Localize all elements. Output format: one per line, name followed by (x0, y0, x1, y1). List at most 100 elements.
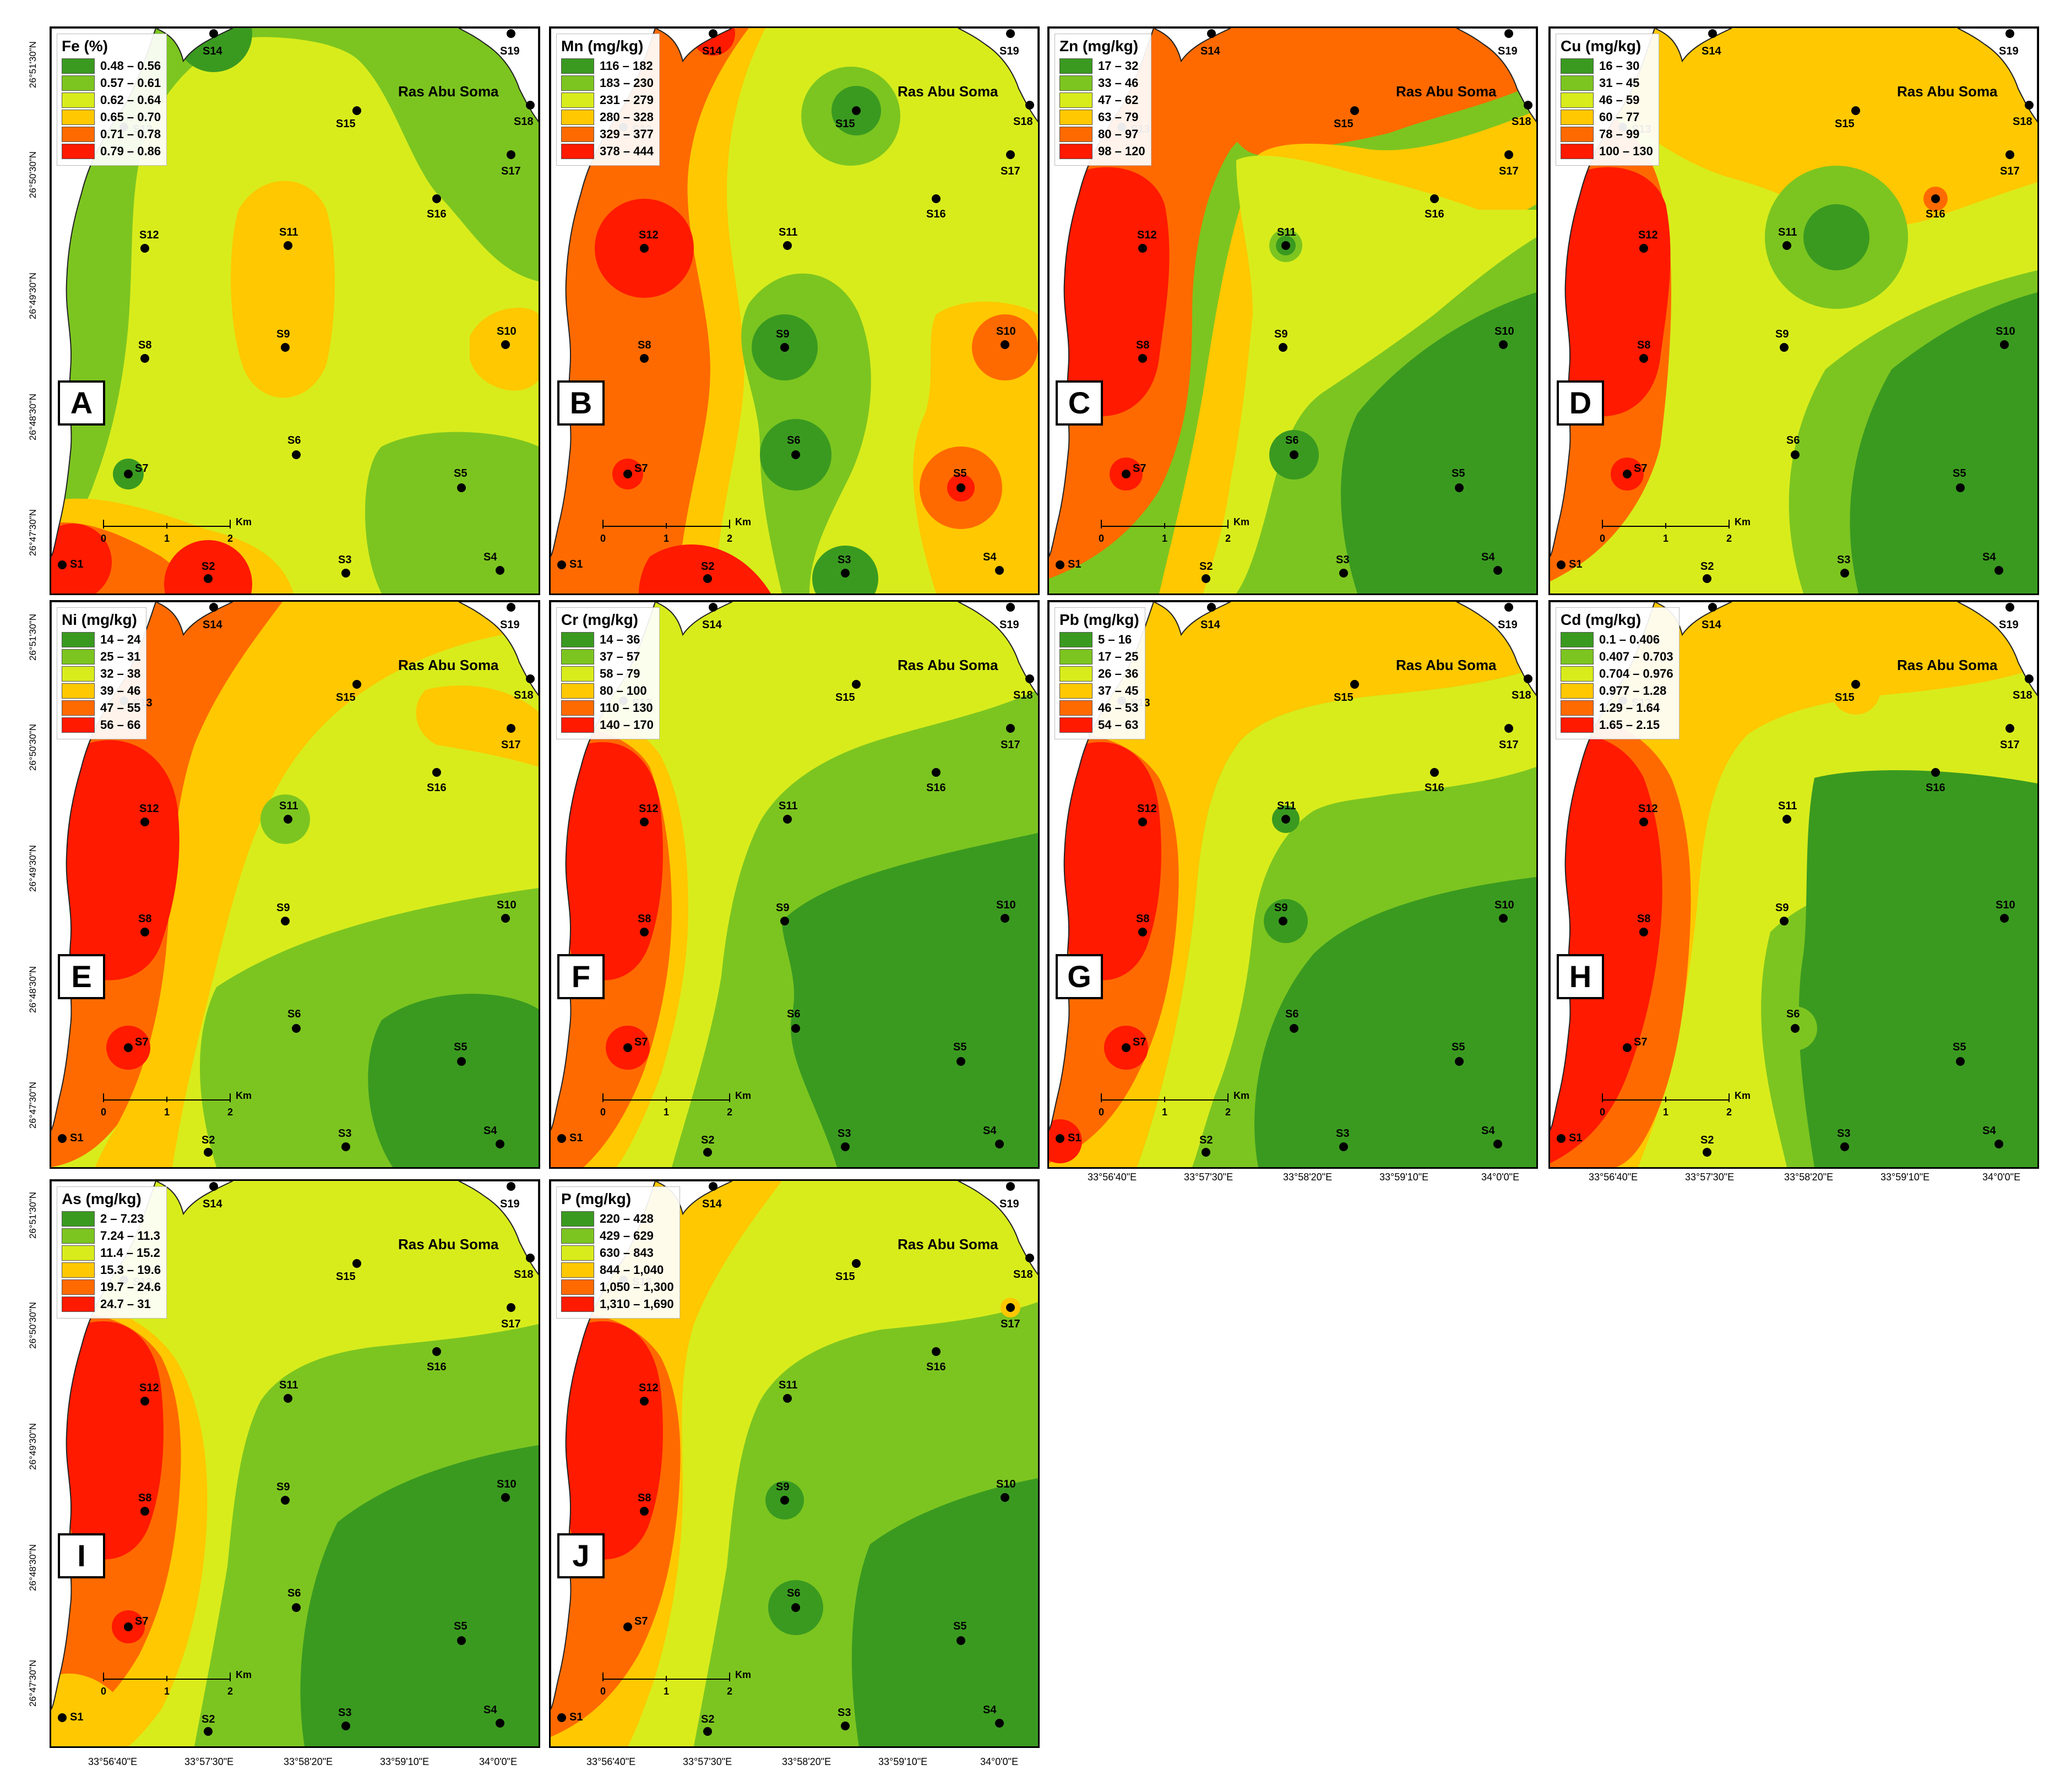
station-marker (623, 1043, 632, 1052)
station-label: S5 (953, 1620, 966, 1632)
station-marker (457, 1636, 466, 1645)
legend-entry: 63 – 79 (1059, 110, 1145, 125)
station-marker (1851, 106, 1860, 115)
legend-title: Fe (%) (62, 37, 108, 55)
station-label: S12 (139, 1382, 159, 1394)
station-marker (1138, 354, 1147, 363)
station-label: S12 (639, 803, 659, 815)
station-marker (640, 354, 649, 363)
station-marker (1350, 680, 1359, 689)
concentration-zone (551, 28, 749, 593)
scale-tick-label: 2 (1225, 1107, 1231, 1118)
station-label: S1 (569, 1711, 583, 1723)
scale-tick-label: 1 (1162, 533, 1167, 544)
panel-letter: G (1056, 954, 1103, 999)
scale-tick-label: 0 (1600, 1107, 1605, 1118)
legend-label: 31 – 45 (1599, 76, 1640, 90)
station-label: S11 (1778, 800, 1797, 812)
scale-unit-label: Km (735, 1090, 751, 1101)
scale-unit-label: Km (236, 516, 252, 527)
legend-label: 5 – 16 (1098, 633, 1132, 646)
scale-unit-label: Km (1233, 1090, 1249, 1101)
station-marker (281, 343, 290, 352)
station-label: S19 (500, 45, 520, 57)
station-label: S10 (996, 325, 1016, 337)
legend-entry: 231 – 279 (561, 92, 654, 108)
station-marker (507, 29, 515, 38)
legend-entry: 329 – 377 (561, 127, 654, 142)
station-marker (292, 1603, 301, 1612)
concentration-zone (1550, 28, 2037, 227)
station-label: S5 (454, 467, 467, 480)
station-marker (932, 1347, 941, 1356)
legend-label: 0.65 – 0.70 (100, 110, 161, 124)
station-label: S3 (838, 554, 851, 566)
station-marker (341, 1142, 350, 1151)
place-label: Ras Abu Soma (898, 1236, 998, 1252)
legend-swatch (1561, 683, 1594, 699)
station-marker (783, 241, 792, 250)
lat-label: 26°49'30"N (28, 845, 38, 892)
station-label: S17 (1499, 165, 1519, 177)
station-label: S14 (702, 1198, 722, 1210)
lat-label: 26°50'30"N (28, 151, 38, 198)
station-label: S8 (638, 913, 651, 925)
legend-swatch (1059, 649, 1092, 664)
station-label: S17 (1499, 739, 1519, 751)
legend-swatch (561, 1262, 594, 1278)
station-marker (140, 818, 149, 826)
legend-entry: 844 – 1,040 (561, 1262, 674, 1278)
station-label: S5 (454, 1620, 467, 1632)
station-label: S2 (202, 1713, 215, 1725)
station-label: S1 (70, 1132, 83, 1144)
station-marker (1557, 1134, 1566, 1143)
legend-label: 26 – 36 (1098, 667, 1139, 680)
legend-swatch (62, 666, 95, 682)
legend-entry: 80 – 100 (561, 683, 654, 699)
legend-label: 183 – 230 (600, 76, 654, 90)
station-label: S14 (203, 619, 222, 631)
station-marker (1006, 1182, 1015, 1191)
scale-tick-label: 0 (600, 1107, 606, 1118)
station-label: S12 (639, 229, 659, 241)
scale-tick-label: 0 (101, 533, 106, 544)
station-marker (432, 1347, 441, 1356)
station-marker (841, 1722, 850, 1730)
place-label: Ras Abu Soma (398, 1236, 499, 1252)
station-label: S15 (835, 118, 855, 130)
lon-label: 33°59'10"E (878, 1756, 928, 1767)
station-label: S3 (1837, 1128, 1850, 1140)
station-label: S3 (1336, 1128, 1349, 1140)
station-label: S8 (638, 1492, 651, 1504)
station-label: S2 (202, 1134, 215, 1146)
scale-unit-label: Km (735, 516, 751, 527)
scale-tick-label: 1 (664, 1107, 669, 1118)
concentration-zone (51, 524, 112, 593)
station-marker (352, 680, 361, 689)
scale-tick-label: 2 (227, 1107, 233, 1118)
legend-entry: 0.48 – 0.56 (62, 58, 161, 74)
lon-label: 33°58'20"E (1283, 1172, 1333, 1183)
legend-entry: 58 – 79 (561, 666, 654, 682)
scale-tick-label: 1 (664, 533, 669, 544)
lon-label: 33°58'20"E (782, 1756, 831, 1767)
concentration-zone (164, 540, 252, 593)
legend-swatch (561, 700, 594, 716)
station-marker (852, 680, 861, 689)
station-marker (501, 340, 510, 349)
station-label: S1 (1569, 1132, 1582, 1144)
station-marker (209, 603, 218, 612)
legend-entry: 429 – 629 (561, 1228, 674, 1244)
station-label: S15 (1334, 691, 1354, 704)
station-label: S3 (1336, 554, 1349, 566)
place-label: Ras Abu Soma (1897, 83, 1998, 100)
concentration-zone (64, 1321, 164, 1560)
concentration-zone (655, 28, 765, 593)
legend-swatch (1059, 75, 1092, 91)
station-marker (1122, 1043, 1130, 1052)
lat-label: 26°50'30"N (28, 1301, 38, 1349)
legend-swatch (1059, 632, 1092, 647)
station-label: S9 (776, 1481, 789, 1493)
station-label: S5 (454, 1041, 467, 1053)
station-label: S18 (1013, 116, 1033, 128)
